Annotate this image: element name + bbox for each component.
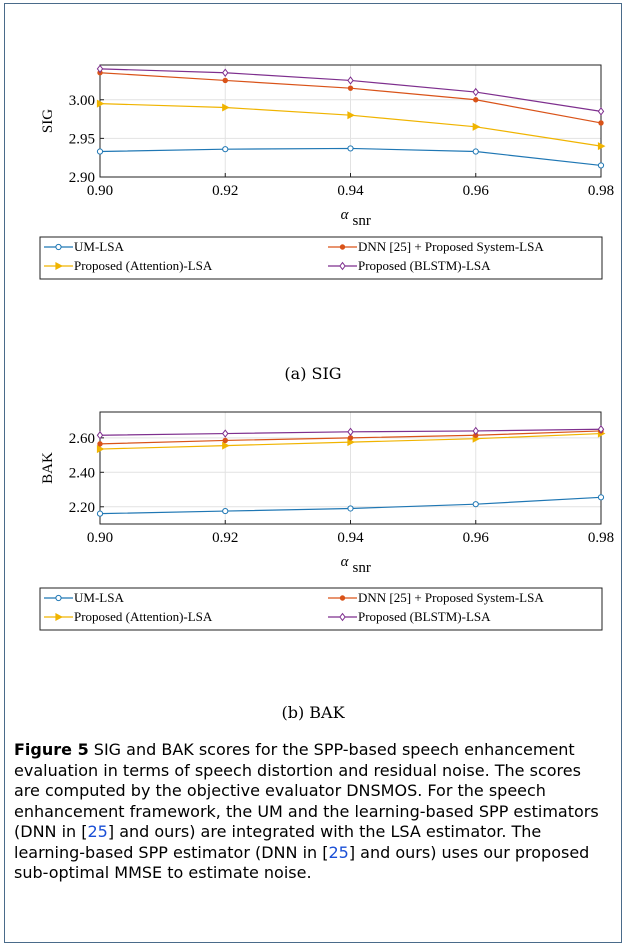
data-point <box>96 445 105 454</box>
data-point <box>96 431 104 440</box>
data-point <box>472 426 479 436</box>
data-point <box>96 510 104 517</box>
data-point <box>597 142 606 151</box>
data-point <box>96 148 104 155</box>
x-axis-label-subscript: snr <box>353 560 371 576</box>
series <box>97 428 604 447</box>
y-tick-label: 2.20 <box>69 500 95 516</box>
x-tick-label: 0.90 <box>87 530 113 546</box>
series <box>96 64 605 116</box>
data-point <box>597 425 605 434</box>
data-point <box>597 494 605 501</box>
x-axis-label-subscript: snr <box>353 213 371 229</box>
data-point <box>222 429 229 438</box>
data-point <box>222 68 229 77</box>
series <box>96 494 605 517</box>
data-point <box>347 438 355 447</box>
y-tick-label: 2.95 <box>69 131 95 147</box>
legend-marker <box>339 595 346 601</box>
y-axis-label: SIG <box>40 109 56 133</box>
legend-label: Proposed (BLSTM)-LSA <box>358 258 491 273</box>
data-point <box>222 441 230 450</box>
data-point <box>222 103 230 112</box>
legend-label: Proposed (Attention)-LSA <box>74 258 213 273</box>
citation-link[interactable]: 25 <box>328 842 349 862</box>
data-point <box>347 111 355 120</box>
y-tick-label: 2.90 <box>69 170 95 186</box>
caption-text-3: ] and ours) uses our proposed sub-optima… <box>14 842 590 883</box>
legend-marker <box>339 612 346 622</box>
data-point <box>598 120 604 126</box>
x-tick-label: 0.94 <box>337 530 364 546</box>
data-point <box>472 87 479 97</box>
x-tick-label: 0.98 <box>588 530 614 546</box>
data-point <box>472 122 481 131</box>
x-tick-label: 0.92 <box>212 183 238 199</box>
legend-marker <box>339 244 346 250</box>
bak-subcaption: (b) BAK <box>281 703 345 722</box>
series <box>96 145 605 169</box>
caption-text-1: SIG and BAK scores for the SPP-based spe… <box>14 740 599 841</box>
x-tick-label: 0.96 <box>463 530 490 546</box>
y-tick-label: 2.60 <box>69 431 95 447</box>
legend-label: DNN [25] + Proposed System-LSA <box>358 590 544 605</box>
x-tick-label: 0.98 <box>588 183 614 199</box>
legend-label: UM-LSA <box>74 590 124 605</box>
citation-link[interactable]: 25 <box>87 822 108 841</box>
figure-caption: Figure 5 SIG and BAK scores for the SPP-… <box>14 740 610 884</box>
legend-marker <box>55 261 63 271</box>
data-point <box>472 501 479 508</box>
x-axis-label: α <box>341 207 350 223</box>
y-axis-label: BAK <box>40 452 56 484</box>
data-point <box>97 441 103 447</box>
data-point <box>473 97 479 103</box>
legend-marker <box>55 594 62 602</box>
legend-box <box>39 587 603 631</box>
bak-chart: 0.90 0.92 0.94 0.96 0.98 2.20 2.40 2.60 BAK α snr U… <box>39 411 614 631</box>
legend-label: Proposed (BLSTM)-LSA <box>358 609 491 624</box>
data-point <box>222 146 229 153</box>
data-point <box>347 505 354 512</box>
data-point <box>597 162 605 169</box>
series <box>96 99 606 151</box>
data-point <box>597 107 605 116</box>
data-point <box>347 85 354 91</box>
y-tick-label: 3.00 <box>69 93 95 109</box>
series <box>96 425 605 440</box>
sig-chart: 0.90 0.92 0.94 0.96 0.98 2.90 2.95 3.00 SIG α snr U… <box>39 64 614 280</box>
x-tick-label: 0.90 <box>87 183 113 199</box>
x-axis-label: α <box>341 554 350 570</box>
series <box>97 70 604 126</box>
figure-frame <box>4 3 622 943</box>
data-point <box>222 507 229 515</box>
data-point <box>347 435 354 441</box>
data-point <box>347 427 354 437</box>
legend-label: Proposed (Attention)-LSA <box>74 609 213 624</box>
legend-box <box>39 236 603 280</box>
data-point <box>472 148 479 155</box>
data-point <box>222 437 228 444</box>
data-point <box>347 76 354 85</box>
x-tick-label: 0.96 <box>463 183 490 199</box>
legend-label: DNN [25] + Proposed System-LSA <box>358 239 544 254</box>
x-tick-label: 0.94 <box>337 183 364 199</box>
legend-label: UM-LSA <box>74 239 124 254</box>
caption-text-2: ] and ours) are integrated with the LSA … <box>14 822 542 862</box>
legend: UM-LSA DNN [25] + Proposed System-LSA Prop… <box>39 587 603 631</box>
x-tick-label: 0.92 <box>212 530 238 546</box>
data-point <box>96 99 105 108</box>
figure-label: Figure 5 <box>14 740 89 759</box>
data-point <box>96 64 104 74</box>
data-point <box>347 145 354 152</box>
legend-marker <box>55 243 62 251</box>
y-tick-label: 2.40 <box>69 465 95 481</box>
data-point <box>222 77 228 84</box>
sig-subcaption: (a) SIG <box>284 364 342 383</box>
legend-marker <box>339 261 346 271</box>
legend-marker <box>55 612 63 622</box>
legend: UM-LSA DNN [25] + Proposed System-LSA Prop… <box>39 236 603 280</box>
